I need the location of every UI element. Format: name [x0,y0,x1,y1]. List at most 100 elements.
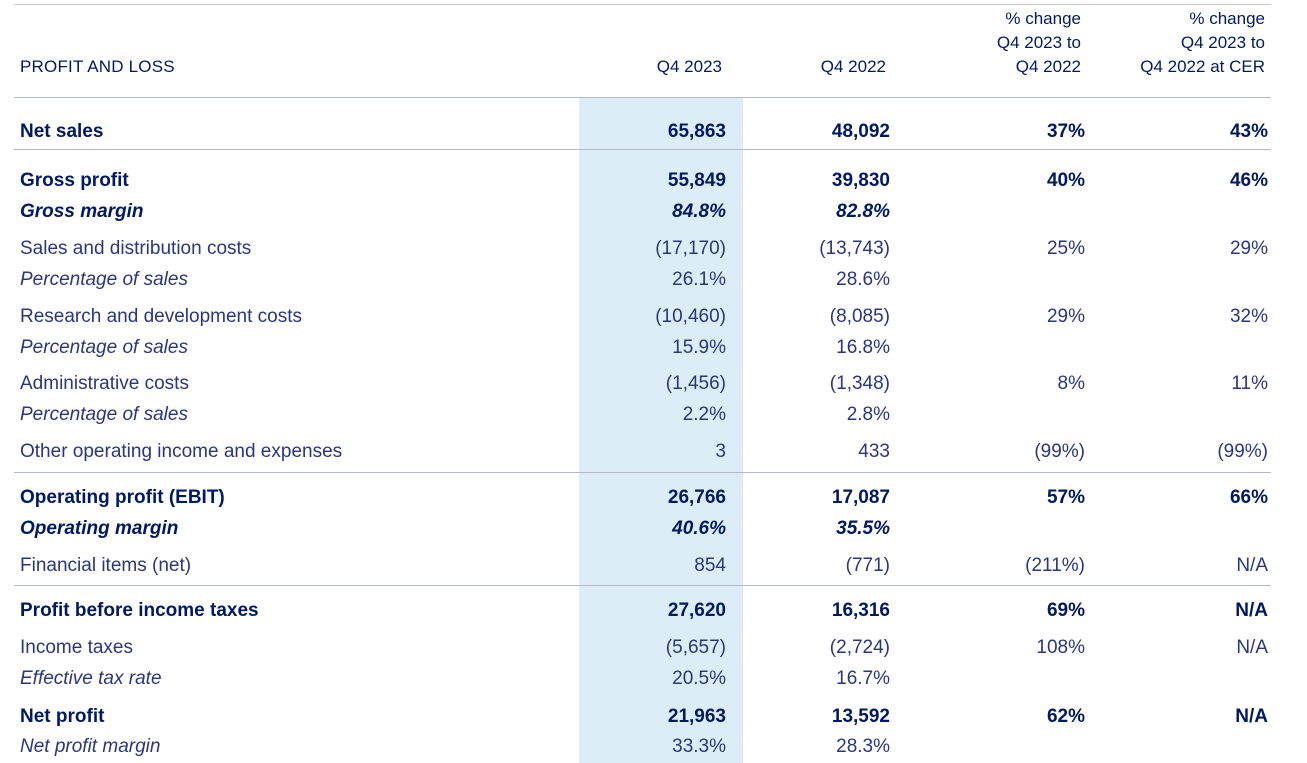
value-change: 8% [1057,373,1085,394]
value-change: (99%) [1034,441,1085,462]
row-label: Income taxes [20,637,133,658]
table-row: Percentage of sales 15.9% 16.8% [14,333,1271,363]
value-change-cer: N/A [1236,637,1268,658]
value-change: 108% [1036,637,1085,658]
table-row: Gross profit 55,849 39,830 40% 46% [14,166,1271,196]
value-q4-2023: 15.9% [672,337,726,358]
section-rule-net-sales [14,149,1271,150]
value-change: 40% [1046,170,1085,191]
value-change-cer: (99%) [1217,441,1268,462]
value-q4-2023: 27,620 [667,600,726,621]
profit-and-loss-table: PROFIT AND LOSS Q4 2023 Q4 2022 % change… [14,4,1271,763]
value-change-cer: 11% [1231,373,1268,394]
row-label: Effective tax rate [20,668,162,689]
value-q4-2022: 16.7% [836,668,890,689]
value-q4-2022: 433 [858,441,890,462]
value-q4-2023: 26,766 [667,487,726,508]
row-label: Operating profit (EBIT) [20,487,225,508]
row-label: Research and development costs [20,306,302,327]
value-q4-2023: 3 [715,441,726,462]
value-q4-2022: 2.8% [846,404,890,425]
table-row: Income taxes (5,657) (2,724) 108% N/A [14,633,1271,663]
section-rule-operating-profit [14,472,1271,473]
table-row: Effective tax rate 20.5% 16.7% [14,664,1271,694]
value-q4-2022: (13,743) [819,238,890,259]
value-q4-2022: 28.6% [836,269,890,290]
value-change-cer: N/A [1235,600,1268,621]
table-row: Administrative costs (1,456) (1,348) 8% … [14,369,1271,399]
value-change-cer: 66% [1229,487,1268,508]
value-q4-2022: (771) [845,555,890,576]
row-label: Financial items (net) [20,555,192,576]
value-q4-2022: 39,830 [831,170,890,191]
value-q4-2022: 35.5% [836,518,890,539]
row-label: Other operating income and expenses [20,441,343,462]
table-top-rule [14,4,1271,5]
value-change-cer: 46% [1229,170,1268,191]
value-q4-2022: 16,316 [831,600,890,621]
value-q4-2022: 82.8% [836,201,890,222]
table-row: Profit before income taxes 27,620 16,316… [14,596,1271,626]
row-label: Net sales [20,121,104,142]
value-q4-2022: 28.3% [836,736,890,757]
value-q4-2023: 854 [694,555,726,576]
value-change-cer: 29% [1229,238,1268,259]
value-q4-2023: 20.5% [672,668,726,689]
table-row: Net sales 65,863 48,092 37% 43% [14,117,1271,147]
table-row: Research and development costs (10,460) … [14,302,1271,332]
value-q4-2022: (1,348) [829,373,890,394]
row-label: Gross margin [20,201,144,222]
column-header-q4-2022: Q4 2022 [820,57,886,76]
row-label: Percentage of sales [20,269,188,290]
value-q4-2023: 65,863 [667,121,726,142]
value-q4-2023: 26.1% [672,269,726,290]
table-row: Operating margin 40.6% 35.5% [14,514,1271,544]
value-q4-2022: 16.8% [836,337,890,358]
value-q4-2023: 2.2% [682,404,726,425]
row-label: Net profit margin [20,736,161,757]
value-q4-2022: (2,724) [829,637,890,658]
value-q4-2023: (5,657) [665,637,726,658]
value-q4-2022: 48,092 [831,121,890,142]
value-q4-2022: 17,087 [831,487,890,508]
value-q4-2023: 33.3% [672,736,726,757]
row-label: Percentage of sales [20,404,188,425]
table-row: Financial items (net) 854 (771) (211%) N… [14,551,1271,581]
table-row: Percentage of sales 2.2% 2.8% [14,400,1271,430]
value-q4-2023: (10,460) [655,306,726,327]
value-q4-2023: 55,849 [667,170,726,191]
table-row: Net profit margin 33.3% 28.3% [14,732,1271,762]
value-change: 25% [1046,238,1085,259]
table-row: Net profit 21,963 13,592 62% N/A [14,702,1271,732]
row-label: Gross profit [20,170,129,191]
column-header-change: % change Q4 2023 to Q4 2022 [996,9,1081,76]
row-label: Operating margin [20,518,179,539]
table-title-text: PROFIT AND LOSS [20,57,175,76]
row-label: Administrative costs [20,373,189,394]
row-label: Sales and distribution costs [20,238,252,259]
row-label: Percentage of sales [20,337,188,358]
value-change-cer: 32% [1229,306,1268,327]
table-row: Other operating income and expenses 3 43… [14,437,1271,467]
value-change: 62% [1046,706,1085,727]
value-change-cer: 43% [1229,121,1268,142]
column-header-q4-2023: Q4 2023 [656,57,722,76]
table-title: PROFIT AND LOSS [20,4,420,97]
value-q4-2023: (1,456) [665,373,726,394]
value-change: 29% [1046,306,1085,327]
value-q4-2023: 84.8% [672,201,726,222]
column-header-change-cer: % change Q4 2023 to Q4 2022 at CER [1140,9,1265,76]
value-change: (211%) [1025,555,1085,576]
row-label: Profit before income taxes [20,600,259,621]
value-change: 37% [1046,121,1085,142]
table-row: Percentage of sales 26.1% 28.6% [14,265,1271,295]
value-q4-2022: 13,592 [831,706,890,727]
value-q4-2022: (8,085) [829,306,890,327]
value-change: 69% [1046,600,1085,621]
value-change-cer: N/A [1236,555,1268,576]
row-label: Net profit [20,706,105,727]
header-rule [14,97,1271,98]
value-q4-2023: 40.6% [672,518,726,539]
value-q4-2023: (17,170) [655,238,726,259]
table-row: Sales and distribution costs (17,170) (1… [14,234,1271,264]
